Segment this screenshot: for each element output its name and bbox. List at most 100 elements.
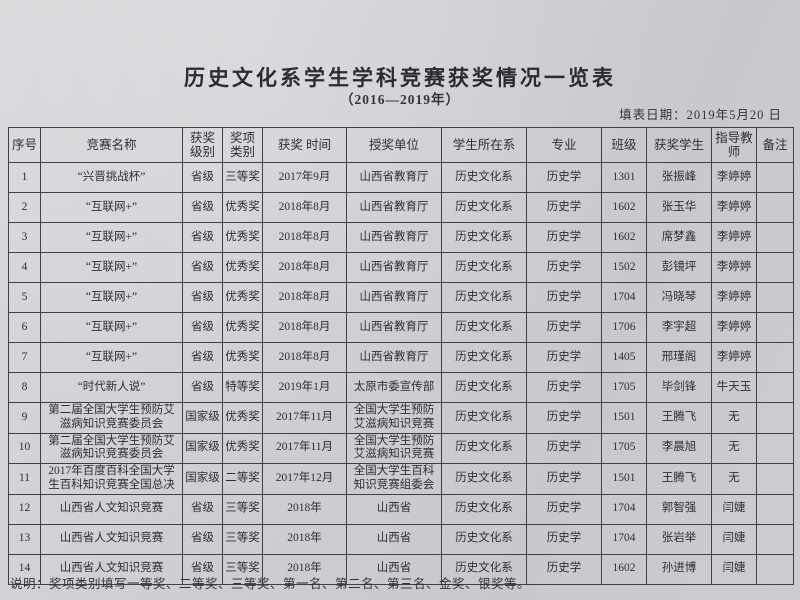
cell-student: 张岩举 <box>646 523 712 555</box>
cell-awarding-unit: 全国大学生预防艾滋病知识竞赛 <box>346 402 442 434</box>
table-row: 12 山西省人文知识竞赛 省级 三等奖 2018年 山西省 历史文化系 历史学 1704 郭智强闫… <box>8 493 794 525</box>
cell-remarks <box>756 312 794 343</box>
cell-class: 1602 <box>601 553 647 585</box>
column-header-competition: 竞赛名称 <box>40 127 183 163</box>
cell-time: 2019年1月 <box>262 372 347 403</box>
cell-advisor: 李婷婷 <box>711 282 757 313</box>
cell-class: 1705 <box>601 372 647 403</box>
cell-competition: “互联网+” <box>40 252 183 283</box>
footnote: 说明：奖项类别填写一等奖、二等奖、三等奖、第一名、第二名、第三名、金奖、银奖等。 <box>10 577 531 591</box>
cell-time: 2018年 <box>262 523 347 555</box>
cell-level: 省级 <box>182 282 223 313</box>
cell-time: 2017年11月 <box>262 402 347 434</box>
table-row: 14 山西省人文知识竞赛 省级 三等奖 2018年 山西省 历史文化系 历史学 1602 孙进博闫… <box>8 553 794 585</box>
table-row: 5 “互联网+” 省级 优秀奖 2018年8月 山西省教育厅 历史文化系 历史学 1704 冯晓琴… <box>8 282 794 313</box>
cell-major: 历史学 <box>526 342 602 373</box>
cell-category: 三等奖 <box>222 162 263 193</box>
cell-major: 历史学 <box>526 312 602 343</box>
table-row: 10 第二届全国大学生预防艾滋病知识竞赛委员会 国家级 优秀奖 2017年11月 全国大学… <box>8 432 794 465</box>
column-header-major: 专业 <box>526 127 602 163</box>
cell-advisor: 闫婕 <box>711 553 757 585</box>
cell-student: 张振峰 <box>646 162 712 193</box>
cell-major: 历史学 <box>526 523 602 555</box>
cell-major: 历史学 <box>526 463 602 495</box>
cell-level: 省级 <box>182 553 223 585</box>
cell-level: 省级 <box>182 192 223 223</box>
cell-advisor: 李婷婷 <box>711 312 757 343</box>
cell-student: 李宇超 <box>646 312 712 343</box>
cell-department: 历史文化系 <box>441 342 527 373</box>
cell-class: 1301 <box>601 162 647 193</box>
cell-remarks <box>756 463 794 495</box>
cell-department: 历史文化系 <box>441 553 527 585</box>
cell-student: 冯晓琴 <box>646 282 712 313</box>
cell-index: 9 <box>8 402 41 434</box>
cell-category: 优秀奖 <box>222 342 263 373</box>
cell-major: 历史学 <box>526 282 602 313</box>
table-row: 3 “互联网+” 省级 优秀奖 2018年8月 山西省教育厅 历史文化系 历史学 1602 席梦鑫… <box>8 222 794 253</box>
cell-category: 二等奖 <box>222 463 263 495</box>
table-row: 6 “互联网+” 省级 优秀奖 2018年8月 山西省教育厅 历史文化系 历史学 1706 李宇超… <box>8 312 794 343</box>
cell-class: 1704 <box>601 282 647 313</box>
cell-advisor: 闫婕 <box>711 523 757 555</box>
cell-student: 彭镜坪 <box>646 252 712 283</box>
cell-remarks <box>756 162 794 193</box>
cell-class: 1501 <box>601 463 647 495</box>
cell-awarding-unit: 山西省教育厅 <box>346 162 442 193</box>
cell-awarding-unit: 山西省教育厅 <box>346 342 442 373</box>
cell-remarks <box>756 493 794 525</box>
cell-student: 王腾飞 <box>646 402 712 434</box>
cell-awarding-unit: 山西省教育厅 <box>346 252 442 283</box>
cell-time: 2017年11月 <box>262 432 347 465</box>
cell-remarks <box>756 192 794 223</box>
column-header-level: 获奖级别 <box>182 127 223 163</box>
cell-student: 张玉华 <box>646 192 712 223</box>
table-row: 7 “互联网+” 省级 优秀奖 2018年8月 山西省教育厅 历史文化系 历史学 1405 邢瑾阁… <box>8 342 794 373</box>
cell-competition: “互联网+” <box>40 342 183 373</box>
cell-competition: “时代新人说” <box>40 372 183 403</box>
cell-time: 2017年9月 <box>262 162 347 193</box>
cell-time: 2018年8月 <box>262 252 347 283</box>
cell-remarks <box>756 372 794 403</box>
page-subtitle: （2016—2019年） <box>340 92 460 107</box>
cell-awarding-unit: 山西省教育厅 <box>346 312 442 343</box>
cell-class: 1705 <box>601 432 647 465</box>
cell-major: 历史学 <box>526 192 602 223</box>
cell-advisor: 李婷婷 <box>711 252 757 283</box>
cell-remarks <box>756 553 794 585</box>
table-row: 1 “兴晋挑战杯” 省级 三等奖 2017年9月 山西省教育厅 历史文化系 历史学 1301 张振… <box>8 162 794 193</box>
cell-time: 2018年 <box>262 493 347 525</box>
cell-student: 毕剑锋 <box>646 372 712 403</box>
cell-index: 2 <box>8 192 41 223</box>
cell-department: 历史文化系 <box>441 222 527 253</box>
cell-department: 历史文化系 <box>441 402 527 434</box>
cell-level: 省级 <box>182 493 223 525</box>
cell-remarks <box>756 523 794 555</box>
cell-index: 8 <box>8 372 41 403</box>
cell-competition: 第二届全国大学生预防艾滋病知识竞赛委员会 <box>40 432 183 465</box>
cell-remarks <box>756 342 794 373</box>
cell-time: 2018年8月 <box>262 342 347 373</box>
cell-time: 2018年8月 <box>262 192 347 223</box>
table-row: 8 “时代新人说” 省级 特等奖 2019年1月 太原市委宣传部 历史文化系 历史学 1705 毕… <box>8 372 794 403</box>
cell-competition: “互联网+” <box>40 222 183 253</box>
cell-major: 历史学 <box>526 432 602 465</box>
cell-competition: 山西省人文知识竞赛 <box>40 553 183 585</box>
cell-awarding-unit: 全国大学生百科知识竞赛组委会 <box>346 463 442 495</box>
cell-category: 优秀奖 <box>222 312 263 343</box>
cell-department: 历史文化系 <box>441 432 527 465</box>
cell-major: 历史学 <box>526 252 602 283</box>
cell-major: 历史学 <box>526 493 602 525</box>
cell-time: 2018年8月 <box>262 282 347 313</box>
cell-level: 国家级 <box>182 463 223 495</box>
cell-competition: “互联网+” <box>40 282 183 313</box>
cell-advisor: 李婷婷 <box>711 342 757 373</box>
cell-awarding-unit: 山西省教育厅 <box>346 282 442 313</box>
cell-category: 优秀奖 <box>222 252 263 283</box>
cell-advisor: 无 <box>711 432 757 465</box>
cell-time: 2018年8月 <box>262 312 347 343</box>
cell-student: 李晨旭 <box>646 432 712 465</box>
cell-time: 2017年12月 <box>262 463 347 495</box>
cell-advisor: 李婷婷 <box>711 222 757 253</box>
